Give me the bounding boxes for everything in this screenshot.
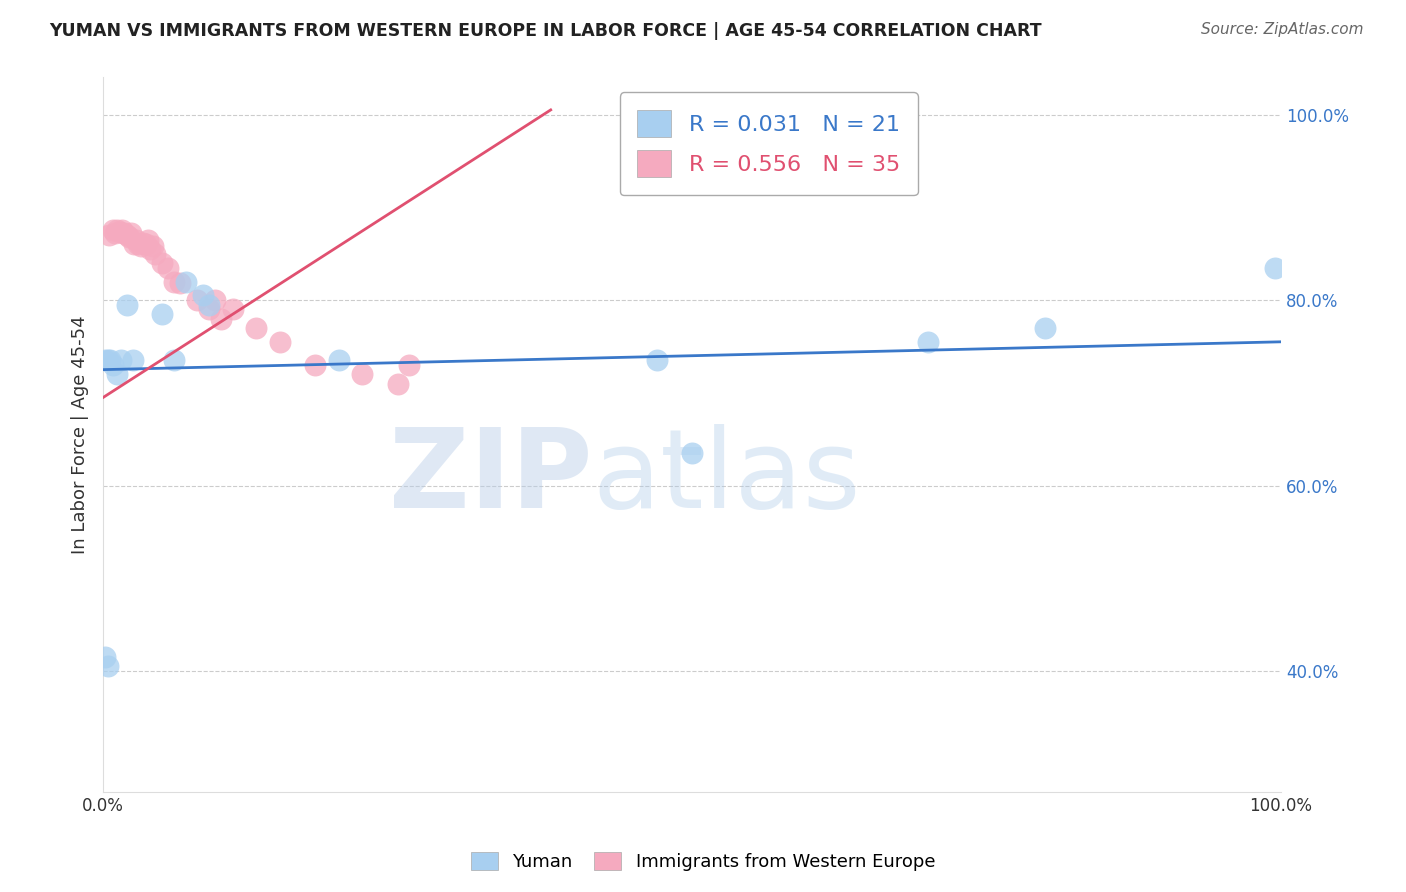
- Point: [209, 311, 232, 326]
- Text: Source: ZipAtlas.com: Source: ZipAtlas.com: [1201, 22, 1364, 37]
- Point: [398, 358, 420, 372]
- Point: [150, 256, 173, 270]
- Point: [135, 237, 157, 252]
- Point: [193, 288, 215, 302]
- Text: atlas: atlas: [592, 424, 860, 531]
- Point: [1264, 260, 1286, 275]
- Text: ZIP: ZIP: [388, 424, 592, 531]
- Text: YUMAN VS IMMIGRANTS FROM WESTERN EUROPE IN LABOR FORCE | AGE 45-54 CORRELATION C: YUMAN VS IMMIGRANTS FROM WESTERN EUROPE …: [49, 22, 1042, 40]
- Point: [163, 275, 186, 289]
- Point: [127, 237, 149, 252]
- Point: [94, 650, 117, 665]
- Legend: Yuman, Immigrants from Western Europe: Yuman, Immigrants from Western Europe: [464, 845, 942, 879]
- Point: [198, 302, 221, 317]
- Point: [150, 307, 173, 321]
- Point: [198, 298, 221, 312]
- Point: [156, 260, 179, 275]
- Point: [136, 233, 159, 247]
- Point: [169, 277, 191, 291]
- Point: [101, 223, 124, 237]
- Point: [98, 353, 121, 368]
- Legend: R = 0.031   N = 21, R = 0.556   N = 35: R = 0.031 N = 21, R = 0.556 N = 35: [620, 92, 918, 195]
- Point: [122, 237, 145, 252]
- Point: [142, 239, 165, 253]
- Point: [105, 368, 128, 382]
- Point: [245, 321, 267, 335]
- Point: [125, 233, 148, 247]
- Point: [115, 228, 138, 243]
- Point: [645, 353, 668, 368]
- Point: [139, 242, 162, 256]
- Point: [387, 376, 409, 391]
- Point: [111, 223, 134, 237]
- Point: [105, 223, 128, 237]
- Point: [97, 659, 120, 673]
- Point: [352, 368, 374, 382]
- Y-axis label: In Labor Force | Age 45-54: In Labor Force | Age 45-54: [72, 315, 89, 554]
- Point: [204, 293, 226, 307]
- Point: [121, 353, 143, 368]
- Point: [112, 227, 135, 241]
- Point: [221, 302, 243, 317]
- Point: [115, 298, 138, 312]
- Point: [120, 227, 142, 241]
- Point: [328, 353, 350, 368]
- Point: [186, 293, 208, 307]
- Point: [1035, 321, 1057, 335]
- Point: [304, 358, 326, 372]
- Point: [108, 225, 131, 239]
- Point: [174, 275, 197, 289]
- Point: [132, 235, 155, 250]
- Point: [101, 358, 124, 372]
- Point: [98, 228, 121, 243]
- Point: [110, 353, 132, 368]
- Point: [97, 353, 120, 368]
- Point: [104, 227, 127, 241]
- Point: [163, 353, 186, 368]
- Point: [129, 239, 152, 253]
- Point: [118, 230, 141, 244]
- Point: [917, 334, 939, 349]
- Point: [94, 353, 117, 368]
- Point: [681, 446, 703, 460]
- Point: [269, 334, 291, 349]
- Point: [143, 246, 166, 260]
